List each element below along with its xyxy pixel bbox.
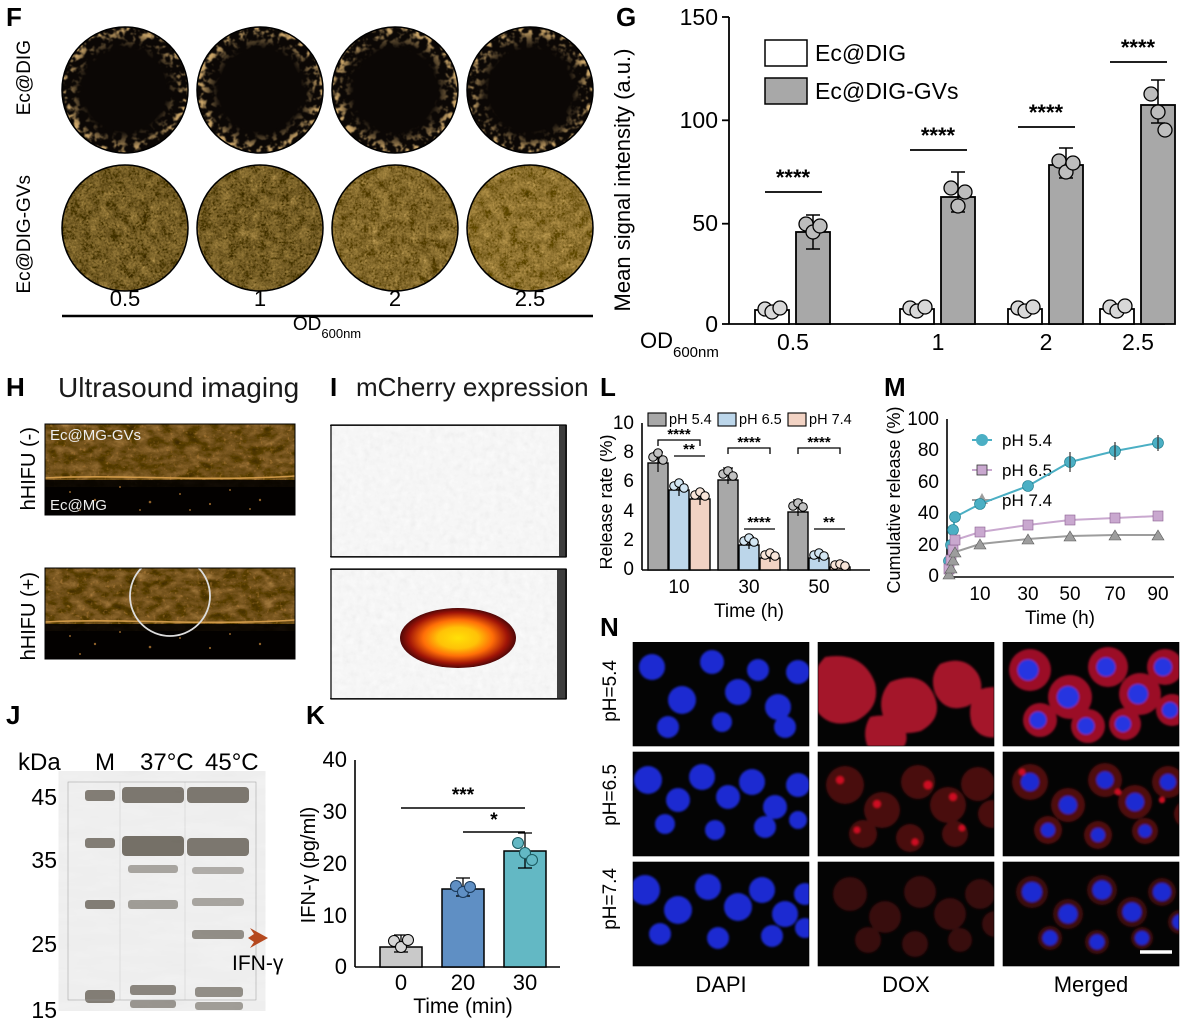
svg-text:20: 20 [451,970,475,995]
svg-text:30: 30 [513,970,537,995]
svg-text:0: 0 [705,311,718,337]
svg-text:IFN-γ: IFN-γ [232,952,284,975]
svg-text:0: 0 [335,954,347,979]
svg-text:45°C: 45°C [205,749,259,776]
svg-text:Release rate (%): Release rate (%) [600,434,616,569]
svg-text:*: * [490,810,498,831]
svg-text:****: **** [1029,100,1064,125]
svg-text:Merged: Merged [1054,972,1129,997]
svg-text:2.5: 2.5 [1122,329,1154,355]
svg-text:20: 20 [323,851,347,876]
svg-text:****: **** [807,434,831,451]
svg-text:50: 50 [1059,584,1080,605]
svg-text:25: 25 [31,931,57,957]
svg-text:2: 2 [1040,329,1053,355]
svg-text:Ec@DIG-GVs: Ec@DIG-GVs [815,78,958,104]
svg-text:0: 0 [928,566,939,587]
svg-text:**: ** [823,514,835,531]
svg-text:DAPI: DAPI [695,972,746,997]
svg-text:****: **** [921,123,956,148]
svg-text:70: 70 [1104,584,1125,605]
svg-text:Cumulative release (%): Cumulative release (%) [884,406,904,593]
svg-text:45: 45 [31,784,57,810]
svg-text:40: 40 [918,503,939,524]
svg-text:Ec@MG: Ec@MG [50,497,107,514]
svg-text:100: 100 [680,107,718,133]
svg-text:Time (min): Time (min) [413,995,513,1018]
svg-text:Time (h): Time (h) [714,601,784,622]
svg-text:30: 30 [1017,584,1038,605]
svg-text:0: 0 [623,559,634,580]
svg-text:1: 1 [932,329,945,355]
svg-text:OD600nm: OD600nm [293,314,361,340]
svg-text:0.5: 0.5 [777,329,809,355]
svg-text:10: 10 [668,577,689,598]
svg-text:2: 2 [389,286,401,311]
svg-text:2: 2 [623,530,634,551]
svg-text:Mean signal intensity (a.u.): Mean signal intensity (a.u.) [610,49,635,312]
svg-text:40: 40 [323,747,347,772]
svg-text:pH 5.4: pH 5.4 [1002,431,1052,450]
svg-text:90: 90 [1147,584,1168,605]
svg-text:0.5: 0.5 [110,286,141,311]
svg-text:kDa: kDa [18,749,61,776]
svg-text:1: 1 [254,286,266,311]
svg-text:10: 10 [969,584,990,605]
svg-text:pH 7.4: pH 7.4 [809,412,852,428]
svg-text:****: **** [747,514,771,531]
svg-text:50: 50 [808,577,829,598]
svg-text:20: 20 [918,535,939,556]
svg-text:30: 30 [323,799,347,824]
svg-text:60: 60 [918,472,939,493]
svg-text:****: **** [776,165,811,190]
svg-text:50: 50 [692,210,718,236]
svg-text:IFN-γ (pg/ml): IFN-γ (pg/ml) [300,807,320,924]
svg-text:30: 30 [738,577,759,598]
svg-text:37°C: 37°C [140,749,194,776]
svg-text:150: 150 [680,4,718,30]
svg-text:****: **** [1121,35,1156,60]
svg-text:****: **** [737,434,761,451]
svg-text:100: 100 [907,409,939,430]
svg-text:35: 35 [31,847,57,873]
svg-text:8: 8 [623,442,634,463]
svg-text:**: ** [683,441,695,458]
svg-text:DOX: DOX [882,972,930,997]
svg-text:Time (h): Time (h) [1025,608,1095,629]
svg-text:2.5: 2.5 [515,286,546,311]
svg-text:10: 10 [613,413,634,434]
svg-text:pH 6.5: pH 6.5 [739,412,782,428]
svg-text:***: *** [452,785,475,806]
svg-text:80: 80 [918,440,939,461]
svg-text:6: 6 [623,471,634,492]
svg-text:Ec@MG-GVs: Ec@MG-GVs [50,427,141,444]
svg-text:15: 15 [31,997,57,1021]
svg-text:Ec@DIG: Ec@DIG [815,40,906,66]
svg-text:10: 10 [323,903,347,928]
svg-text:4: 4 [623,501,634,522]
svg-text:0: 0 [395,970,407,995]
svg-text:M: M [95,749,115,776]
